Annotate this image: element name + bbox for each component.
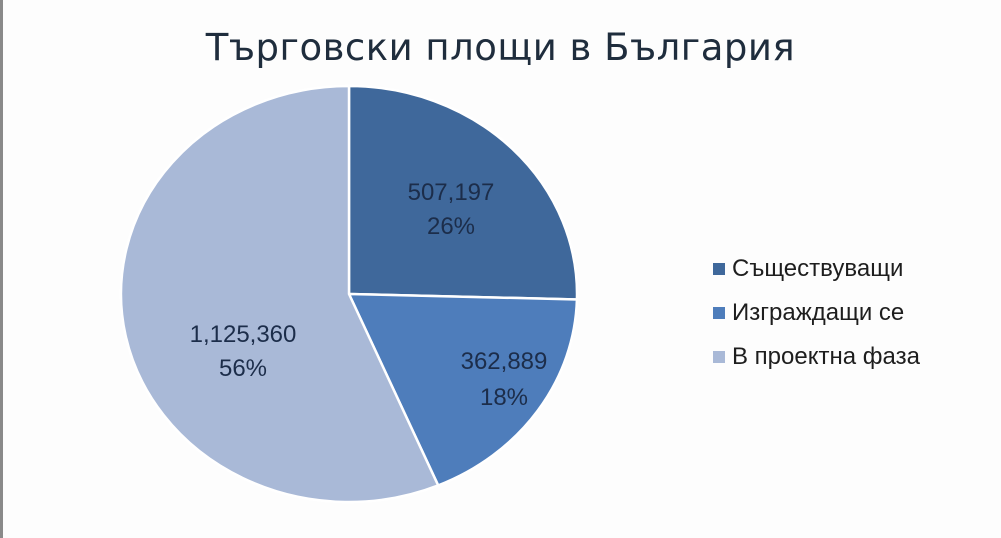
slice-value-label-existing: 507,197	[408, 179, 495, 206]
legend-label: Изграждащи се	[732, 299, 905, 326]
legend-swatch-icon	[713, 263, 725, 275]
chart-title: Търговски площи в България	[205, 26, 796, 69]
pie-slices	[119, 84, 579, 504]
pie-labels: 507,197 26% 362,889 18% 1,125,360 56%	[190, 179, 548, 411]
slice-percent-label-existing: 26%	[427, 213, 475, 240]
slice-percent-label-planned: 56%	[219, 355, 267, 382]
legend-swatch-icon	[713, 307, 725, 319]
slice-value-label-planned: 1,125,360	[190, 321, 297, 348]
legend-label: В проектна фаза	[732, 343, 920, 370]
legend-item-under-construction: Изграждащи се	[713, 291, 920, 335]
pie-slice-planned	[119, 84, 440, 504]
legend-item-existing: Съществуващи	[713, 247, 920, 291]
legend-swatch-icon	[713, 351, 725, 363]
legend-label: Съществуващи	[732, 255, 904, 282]
chart-legend: Съществуващи Изграждащи се В проектна фа…	[713, 247, 920, 379]
slice-value-label-under-construction: 362,889	[461, 348, 548, 375]
pie-slice-under-construction	[347, 292, 579, 488]
slice-percent-label-under-construction: 18%	[480, 384, 528, 411]
pie-slice-existing	[347, 84, 579, 301]
legend-item-planned: В проектна фаза	[713, 335, 920, 379]
left-border-line	[0, 0, 3, 538]
